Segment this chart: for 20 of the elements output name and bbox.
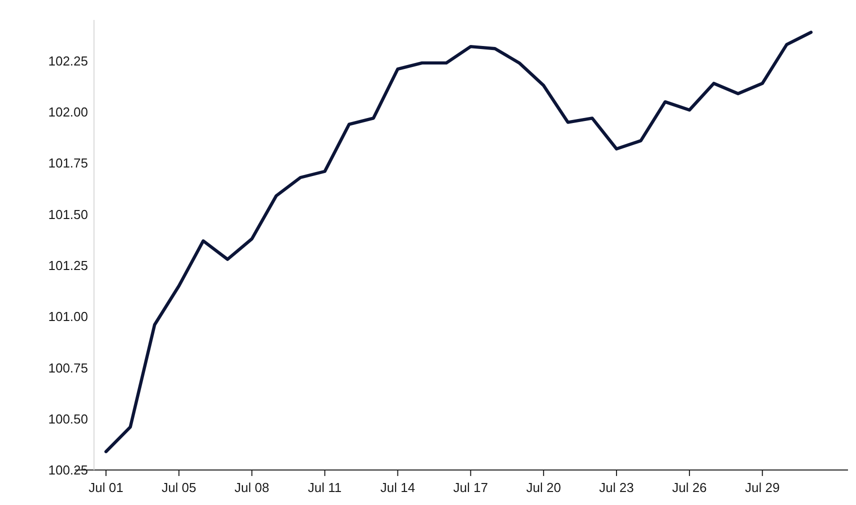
y-tick-label: 102.25 <box>48 53 88 68</box>
x-tick-label: Jul 11 <box>308 480 342 495</box>
line-series <box>104 30 813 454</box>
y-tick-label: 100.50 <box>48 411 88 426</box>
y-tick-label: 101.25 <box>48 258 88 274</box>
x-tick-label: Jul 14 <box>380 480 416 495</box>
x-tick-label: Jul 05 <box>162 480 196 495</box>
y-tick-label: 102.00 <box>48 104 88 120</box>
y-tick-label: 101.50 <box>48 206 88 222</box>
x-tick-label: Jul 23 <box>599 480 634 495</box>
x-tick-label: Jul 29 <box>745 480 780 495</box>
x-tick-label: Jul 20 <box>526 480 561 495</box>
x-tick-label: Jul 08 <box>234 480 270 495</box>
y-tick-label: 100.25 <box>48 462 88 478</box>
x-tick-label: Jul 17 <box>453 480 488 495</box>
x-tick-label: Jul 26 <box>672 480 707 495</box>
x-tick-label: Jul 01 <box>88 480 124 495</box>
y-tick-label: 101.00 <box>48 309 88 324</box>
y-tick-label: 101.75 <box>48 156 88 171</box>
y-tick-label: 100.75 <box>48 360 88 376</box>
